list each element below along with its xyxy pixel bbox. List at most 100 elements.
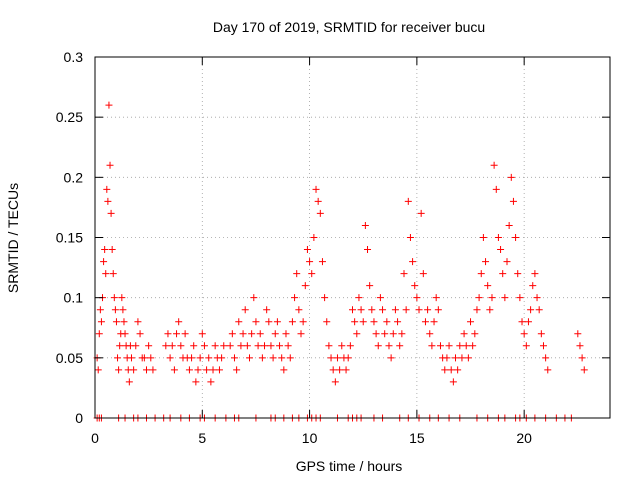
data-point bbox=[188, 354, 196, 362]
data-point bbox=[443, 354, 451, 362]
data-point bbox=[413, 294, 421, 302]
data-point bbox=[374, 342, 382, 350]
data-point bbox=[118, 294, 126, 302]
data-point bbox=[531, 270, 539, 278]
y-tick-label: 0.25 bbox=[56, 109, 83, 125]
data-point bbox=[109, 270, 117, 278]
data-point bbox=[263, 306, 271, 314]
data-point bbox=[316, 209, 324, 217]
data-point bbox=[284, 342, 292, 350]
data-point bbox=[336, 366, 344, 374]
data-point bbox=[507, 173, 515, 181]
data-point bbox=[338, 342, 346, 350]
data-point bbox=[254, 342, 262, 350]
data-point bbox=[145, 342, 153, 350]
data-point bbox=[116, 342, 124, 350]
data-point bbox=[484, 282, 492, 290]
data-point bbox=[467, 318, 475, 326]
data-point bbox=[447, 366, 455, 374]
x-tick-label: 0 bbox=[91, 430, 99, 446]
data-point bbox=[516, 294, 524, 302]
data-point bbox=[134, 318, 142, 326]
data-point bbox=[321, 294, 329, 302]
data-point bbox=[121, 330, 129, 338]
y-tick-label: 0 bbox=[75, 410, 83, 426]
data-point bbox=[127, 354, 135, 362]
data-point bbox=[381, 330, 389, 338]
data-point bbox=[280, 366, 288, 374]
data-point bbox=[241, 306, 249, 314]
data-point bbox=[250, 294, 258, 302]
data-point bbox=[430, 318, 438, 326]
data-point bbox=[173, 330, 181, 338]
x-tick-label: 20 bbox=[516, 430, 532, 446]
data-point bbox=[383, 318, 391, 326]
data-point bbox=[344, 354, 352, 362]
data-point bbox=[149, 366, 157, 374]
x-tick-label: 15 bbox=[409, 430, 425, 446]
data-point bbox=[181, 330, 189, 338]
data-point bbox=[445, 342, 453, 350]
data-point bbox=[168, 342, 176, 350]
data-point bbox=[166, 354, 174, 362]
data-point bbox=[119, 306, 127, 314]
data-point bbox=[177, 342, 185, 350]
data-point bbox=[452, 354, 459, 362]
data-point bbox=[473, 306, 481, 314]
data-point bbox=[426, 330, 434, 338]
data-point bbox=[415, 306, 423, 314]
data-point bbox=[351, 318, 359, 326]
data-point bbox=[190, 342, 198, 350]
data-point bbox=[318, 258, 326, 266]
data-point bbox=[409, 258, 417, 266]
data-point bbox=[421, 318, 429, 326]
data-point bbox=[396, 342, 404, 350]
data-point bbox=[509, 197, 517, 205]
data-point bbox=[456, 342, 464, 350]
data-point bbox=[333, 354, 341, 362]
data-point bbox=[106, 161, 114, 169]
data-point bbox=[215, 366, 223, 374]
data-point bbox=[353, 330, 361, 338]
data-point bbox=[103, 185, 111, 193]
data-point bbox=[312, 185, 320, 193]
data-point bbox=[370, 318, 378, 326]
data-point bbox=[235, 318, 243, 326]
data-point bbox=[469, 342, 477, 350]
data-point bbox=[205, 354, 213, 362]
data-point bbox=[299, 318, 307, 326]
data-point bbox=[110, 294, 118, 302]
data-point bbox=[529, 282, 537, 290]
data-point bbox=[94, 366, 102, 374]
data-point bbox=[211, 342, 219, 350]
data-point bbox=[200, 342, 208, 350]
data-point bbox=[402, 306, 410, 314]
data-point bbox=[462, 342, 470, 350]
data-point bbox=[198, 330, 206, 338]
data-point bbox=[96, 306, 104, 314]
data-point bbox=[355, 294, 363, 302]
data-point bbox=[389, 330, 397, 338]
data-point bbox=[400, 270, 408, 278]
data-point bbox=[115, 366, 123, 374]
data-point bbox=[398, 330, 406, 338]
data-point bbox=[379, 306, 387, 314]
data-point bbox=[310, 234, 318, 241]
data-point bbox=[454, 366, 462, 374]
data-point bbox=[580, 366, 588, 374]
data-point bbox=[576, 342, 584, 350]
axis-ticks bbox=[94, 56, 610, 419]
data-point bbox=[306, 258, 314, 266]
data-point bbox=[267, 342, 275, 350]
y-tick-label: 0.3 bbox=[64, 49, 84, 65]
data-point bbox=[194, 366, 202, 374]
data-point bbox=[112, 318, 120, 326]
data-point bbox=[192, 378, 200, 386]
data-point bbox=[291, 294, 299, 302]
data-point bbox=[460, 330, 468, 338]
data-point bbox=[282, 330, 290, 338]
data-point bbox=[432, 294, 440, 302]
y-tick-label: 0.1 bbox=[64, 290, 84, 306]
data-point bbox=[130, 366, 138, 374]
data-point bbox=[230, 354, 238, 362]
